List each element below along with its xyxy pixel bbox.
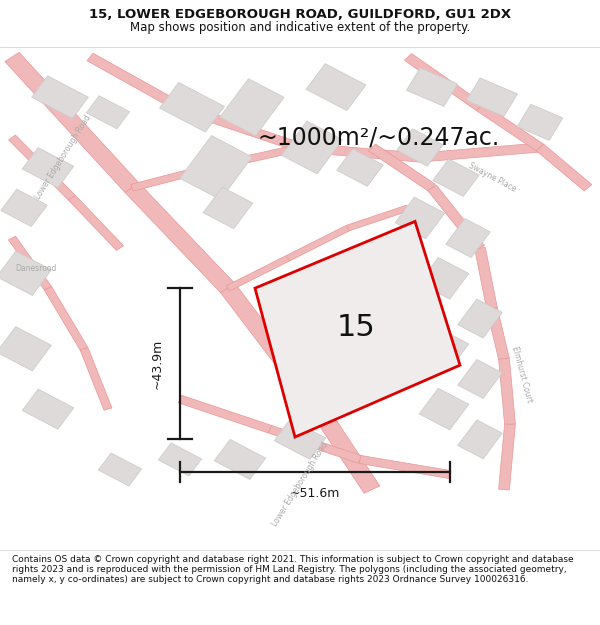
Polygon shape [499,424,515,490]
Polygon shape [5,52,139,192]
Polygon shape [286,226,350,261]
Text: Lower Edgeborough Road: Lower Edgeborough Road [33,114,93,201]
Polygon shape [368,144,436,191]
Polygon shape [306,64,366,111]
Polygon shape [536,144,592,191]
Polygon shape [22,389,74,429]
Text: 15: 15 [337,314,376,342]
Polygon shape [281,121,343,174]
Polygon shape [0,251,52,296]
Polygon shape [475,248,497,309]
Polygon shape [458,420,502,459]
Polygon shape [8,135,76,200]
Polygon shape [220,284,320,403]
Polygon shape [68,196,124,251]
Polygon shape [359,456,451,479]
Polygon shape [433,159,479,196]
Polygon shape [160,82,224,132]
Polygon shape [419,258,469,299]
Polygon shape [428,185,484,251]
Polygon shape [220,79,284,136]
Polygon shape [517,104,563,141]
Polygon shape [347,205,409,231]
Polygon shape [226,256,290,291]
Polygon shape [487,308,509,360]
Polygon shape [268,426,362,463]
Text: Map shows position and indicative extent of the property.: Map shows position and indicative extent… [130,21,470,34]
Polygon shape [419,143,541,162]
Polygon shape [209,144,301,171]
Polygon shape [458,299,502,338]
Polygon shape [419,388,469,430]
Polygon shape [32,76,88,119]
Text: ~1000m²/~0.247ac.: ~1000m²/~0.247ac. [258,126,500,149]
Polygon shape [395,197,445,239]
Polygon shape [125,183,235,293]
Text: Lower Edgeborough Road: Lower Edgeborough Road [270,441,330,529]
Polygon shape [22,148,74,188]
Polygon shape [214,439,266,479]
Polygon shape [87,53,183,111]
Polygon shape [274,419,326,459]
Polygon shape [0,327,52,371]
Polygon shape [476,104,544,151]
Polygon shape [446,219,490,258]
Text: ~51.6m: ~51.6m [290,487,340,499]
Polygon shape [499,359,515,424]
Text: Contains OS data © Crown copyright and database right 2021. This information is : Contains OS data © Crown copyright and d… [12,554,574,584]
Text: Swayne Place: Swayne Place [467,161,517,194]
Polygon shape [178,396,272,433]
Polygon shape [86,96,130,129]
Polygon shape [98,453,142,486]
Polygon shape [203,187,253,229]
Polygon shape [458,359,502,398]
Text: Danesrood: Danesrood [16,264,56,272]
Polygon shape [397,129,443,166]
Polygon shape [404,54,484,111]
Polygon shape [44,287,88,351]
Polygon shape [8,236,52,290]
Polygon shape [131,164,211,191]
Polygon shape [158,443,202,476]
Polygon shape [255,221,460,437]
Polygon shape [80,348,112,410]
Polygon shape [180,136,252,199]
Polygon shape [337,149,383,186]
Polygon shape [304,396,380,493]
Polygon shape [406,68,458,106]
Polygon shape [178,103,302,152]
Polygon shape [1,189,47,226]
Polygon shape [299,143,421,162]
Polygon shape [466,78,518,116]
Polygon shape [419,328,469,369]
Text: Elmhurst Court: Elmhurst Court [510,345,534,403]
Text: ~43.9m: ~43.9m [151,339,164,389]
Text: 15, LOWER EDGEBOROUGH ROAD, GUILDFORD, GU1 2DX: 15, LOWER EDGEBOROUGH ROAD, GUILDFORD, G… [89,8,511,21]
